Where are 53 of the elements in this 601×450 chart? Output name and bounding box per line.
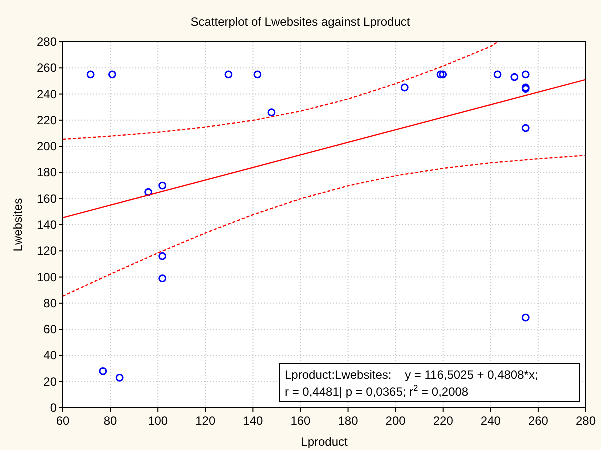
point: [158, 274, 167, 283]
point: [439, 70, 448, 79]
point: [158, 182, 167, 190]
y-tick-label: 20: [44, 374, 58, 389]
point: [99, 367, 108, 376]
x-tick-label: 120: [196, 414, 216, 428]
point: [116, 374, 124, 382]
point: [144, 188, 153, 196]
point: [400, 84, 409, 92]
y-tick-label: 260: [36, 61, 58, 76]
line-series: [62, 154, 587, 297]
x-tick-label: 240: [480, 414, 502, 428]
point: [436, 70, 445, 79]
y-tick-label: 0: [50, 401, 58, 415]
point: [268, 108, 276, 117]
x-tick-label: 80: [104, 414, 118, 428]
line-series: [62, 41, 499, 140]
y-tick-label: 140: [36, 218, 58, 232]
chart-title: Scatterplot of Lwebsites against Lproduct: [190, 15, 411, 29]
y-tick-label: 200: [36, 140, 58, 154]
y-tick-label: 220: [36, 113, 58, 128]
y-tick-label: 40: [44, 348, 58, 363]
x-tick-label: 60: [56, 414, 70, 428]
annotation: r = 0,4481| p = 0,0365; r$^{2}$ = 0,2008: [285, 383, 469, 399]
y-tick-label: 120: [36, 244, 58, 258]
point: [86, 70, 95, 79]
x-tick-label: 280: [576, 414, 596, 428]
x-tick-label: 220: [433, 414, 454, 428]
point: [494, 70, 502, 79]
x-tick-label: 200: [386, 414, 406, 428]
point: [522, 124, 530, 132]
y-axis-title: Lwebsites: [11, 198, 25, 252]
annotation: Lproduct:Lwebsites: y = 116,5025 + 0,4808*x;: [285, 368, 538, 382]
point: [254, 70, 262, 79]
y-tick-label: 240: [36, 87, 58, 102]
x-tick-label: 160: [290, 414, 312, 428]
y-tick-label: 280: [36, 35, 58, 49]
y-tick-label: 60: [44, 322, 58, 337]
x-tick-label: 180: [338, 414, 359, 428]
point: [510, 73, 519, 82]
x-tick-label: 100: [148, 414, 168, 428]
y-tick-label: 180: [36, 166, 58, 180]
y-tick-label: 80: [44, 296, 58, 310]
point: [522, 314, 530, 322]
point: [522, 70, 530, 79]
point: [224, 70, 233, 79]
y-tick-label: 160: [36, 192, 58, 206]
y-tick-label: 100: [36, 270, 58, 284]
point: [158, 252, 167, 260]
point: [108, 70, 116, 79]
x-tick-label: 260: [528, 414, 549, 428]
x-tick-label: 140: [243, 414, 264, 428]
x-axis-title: Lproduct: [301, 435, 349, 449]
